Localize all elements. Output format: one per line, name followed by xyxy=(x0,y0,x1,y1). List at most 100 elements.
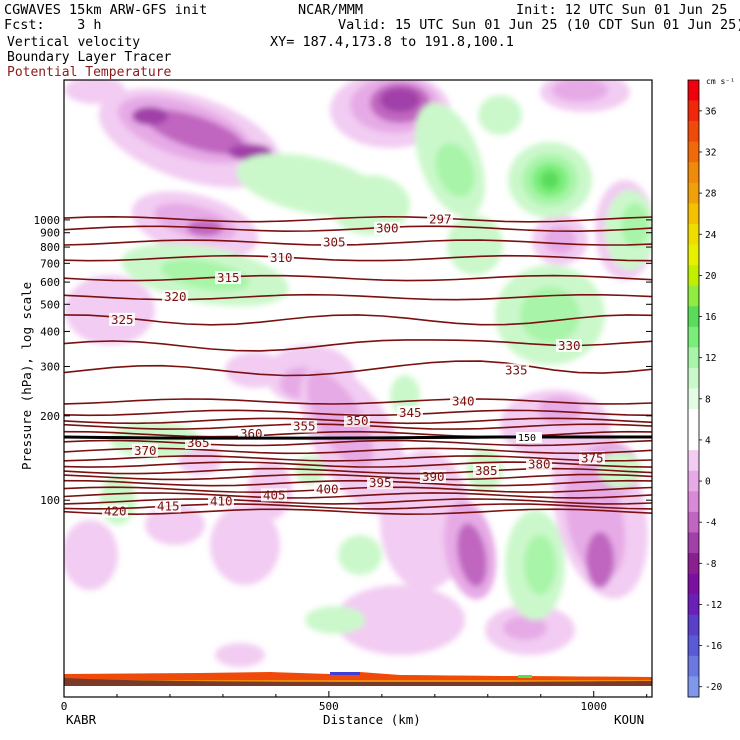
isentrope-label-bg xyxy=(473,464,499,478)
colorbar-tick-label: 32 xyxy=(705,147,716,158)
isentrope-label-bg xyxy=(427,212,453,226)
colorbar-swatch xyxy=(688,162,699,184)
colorbar-frame xyxy=(687,79,700,698)
colorbar-swatch xyxy=(688,614,699,636)
colorbar-swatch xyxy=(688,182,699,204)
colorbar-swatch xyxy=(688,511,699,533)
isentrope-label: 410 xyxy=(210,493,233,508)
y-tick-label: 800 xyxy=(40,241,60,254)
tropopause-line xyxy=(63,435,652,440)
isentrope-label-bg xyxy=(215,271,241,285)
isentrope-label-bg xyxy=(367,476,393,490)
colorbar-tick-label: 4 xyxy=(705,435,711,446)
forecast-hour: Fcst: 3 h xyxy=(4,17,102,33)
isentrope-label: 300 xyxy=(376,221,399,236)
isentrope-label: 415 xyxy=(157,498,180,513)
colorbar-swatch xyxy=(688,244,699,266)
isentrope-label-bg xyxy=(579,451,605,465)
isentrope-label-bg xyxy=(109,312,135,326)
isentrope-label: 340 xyxy=(452,393,475,408)
colorbar-tick-label: 24 xyxy=(705,230,717,241)
x-axis-label: Distance (km) xyxy=(323,712,421,727)
field-vertical-velocity: Vertical velocity xyxy=(7,35,141,50)
colorbar-tick-label: -8 xyxy=(705,559,717,570)
isentrope-label: 380 xyxy=(528,457,551,472)
valid-time: Valid: 15 UTC Sun 01 Jun 25 (10 CDT Sun … xyxy=(338,17,740,33)
x-axis: 0 500 1000 xyxy=(61,691,648,713)
x-tick-label: 500 xyxy=(319,700,339,713)
y-tick-label: 600 xyxy=(40,276,60,289)
colorbar-swatch xyxy=(688,573,699,595)
field-boundary-layer-tracer: Boundary Layer Tracer xyxy=(7,50,172,65)
colorbar-swatch xyxy=(688,285,699,307)
colorbar-swatch xyxy=(688,121,699,142)
isentrope-line xyxy=(64,339,652,352)
isentrope-label: 385 xyxy=(475,463,498,478)
isentrope-line xyxy=(64,254,652,262)
colorbar-swatch xyxy=(688,203,699,225)
organization: NCAR/MMM xyxy=(298,2,364,18)
isentrope-label: 315 xyxy=(217,270,240,285)
colorbar-swatch xyxy=(688,450,699,472)
plot-frame xyxy=(63,79,653,698)
colorbar-swatch xyxy=(688,553,699,574)
isentrope-label: 335 xyxy=(505,363,528,378)
colorbar-swatch xyxy=(688,429,699,451)
isentrope-label-bg xyxy=(132,443,158,457)
cross-section-endpoints: XY= 187.4,173.8 to 191.8,100.1 xyxy=(270,34,514,50)
colorbar-swatch xyxy=(688,676,699,698)
isentrope-label: 395 xyxy=(369,475,392,490)
y-axis-label: Pressure (hPa), log scale xyxy=(19,282,34,470)
x-tick-label: 0 xyxy=(61,700,68,713)
colorbar-swatch xyxy=(688,388,699,410)
colorbar-swatch xyxy=(688,223,699,245)
init-time: Init: 12 UTC Sun 01 Jun 25 xyxy=(516,2,728,18)
y-tick-label: 500 xyxy=(40,298,60,311)
isentrope-label-bg xyxy=(321,235,347,249)
colorbar-swatch xyxy=(688,326,699,348)
isentrope-label-bg xyxy=(208,494,234,508)
colorbar-tick-label: -20 xyxy=(705,682,722,693)
isentrope-line xyxy=(64,498,652,505)
isentrope-label: 320 xyxy=(164,289,187,304)
colorbar-swatch xyxy=(688,409,699,430)
isentrope-label-bg xyxy=(374,221,400,235)
colorbar-tick-label: 8 xyxy=(705,394,711,405)
isentrope-label-bg xyxy=(162,290,188,304)
isentrope-label: 325 xyxy=(111,312,134,327)
isentrope-label: 390 xyxy=(422,469,445,484)
isentrope-label: 350 xyxy=(346,413,369,428)
isentrope-label: 420 xyxy=(104,504,127,519)
isentrope-line xyxy=(64,461,652,468)
vertical-velocity-colorbar: 36 32 28 24 20 16 12 8 4 0 -4 -8 -12 -16 -20 xyxy=(687,79,722,698)
y-tick-label: 200 xyxy=(40,410,60,423)
isentrope-label: 405 xyxy=(263,487,286,502)
isentrope-label: 305 xyxy=(323,235,346,250)
colorbar-tick-label: 20 xyxy=(705,271,717,282)
colorbar-swatch xyxy=(688,265,699,286)
isentrope-line xyxy=(64,409,652,417)
isentrope-label-bg xyxy=(397,405,423,419)
isentrope-line xyxy=(64,508,652,516)
colorbar-tick-label: 12 xyxy=(705,353,716,364)
isentrope-line xyxy=(64,447,652,455)
isentrope-label-bg xyxy=(155,499,181,513)
isentrope-label-bg xyxy=(268,251,294,265)
isentrope-line xyxy=(64,215,652,223)
isentrope-line xyxy=(64,239,652,246)
isentrope-line xyxy=(64,455,652,462)
isentrope-label-bg xyxy=(556,338,582,352)
colorbar-tick-label: -16 xyxy=(705,641,722,652)
colorbar-swatch xyxy=(688,655,699,677)
isentrope-line xyxy=(64,486,652,494)
colorbar-swatch xyxy=(688,367,699,389)
y-tick-label: 900 xyxy=(40,227,60,240)
isentrope-label-bg xyxy=(503,363,529,377)
colorbar-swatch xyxy=(688,470,699,492)
isentrope-label: 370 xyxy=(134,443,157,458)
potential-temperature-contours: 420 415 410 405 400 395 390 385 380 3753703653603… xyxy=(64,211,652,519)
y-tick-label: 400 xyxy=(40,325,60,338)
field-potential-temperature: Potential Temperature xyxy=(7,65,172,80)
left-station-label: KABR xyxy=(66,712,97,727)
